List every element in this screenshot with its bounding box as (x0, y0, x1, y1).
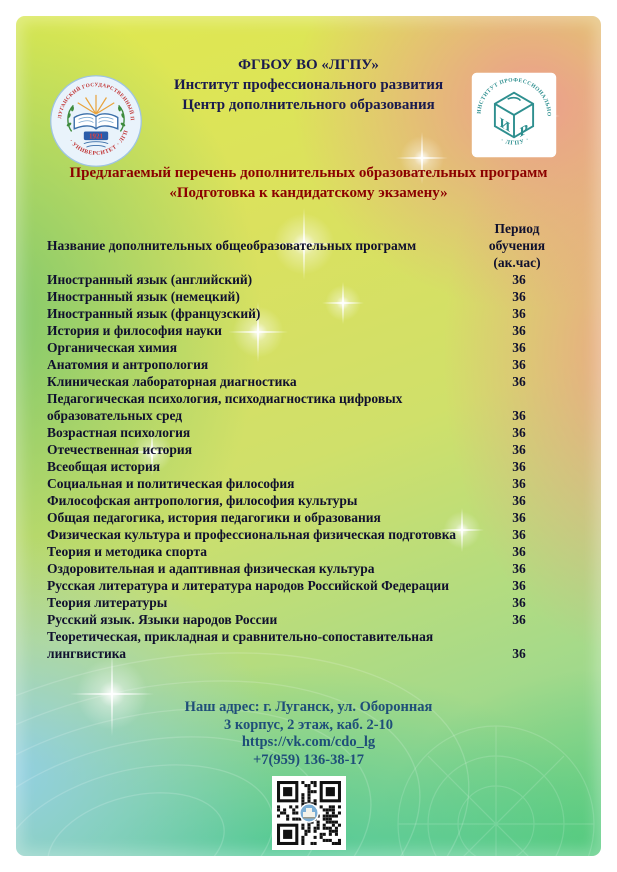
program-hours: 36 (512, 493, 526, 508)
program-name: Оздоровительная и адаптивная физическая … (47, 561, 375, 576)
contact-footer: Наш адрес: г. Луганск, ул. Оборонная 3 к… (0, 699, 617, 769)
year-banner: 1921 (83, 131, 109, 140)
program-name: Клиническая лабораторная диагностика (47, 374, 297, 389)
university-seal-logo: ЛУГАНСКИЙ ГОСУДАРСТВЕННЫЙ ПЕДАГОГИЧЕСКИЙ… (49, 74, 142, 167)
table-row: Теория и методика спорта 36 (47, 543, 549, 560)
program-hours: 36 (512, 476, 526, 491)
qr-code-canvas (276, 781, 341, 845)
program-hours: 36 (512, 306, 526, 321)
laurel-leaves-icon (66, 106, 126, 127)
program-hours: 36 (512, 357, 526, 372)
program-name: Возрастная психология (47, 425, 191, 440)
program-name: Всеобщая история (47, 459, 161, 474)
cube-letters: И Р (500, 115, 528, 141)
program-name: Общая педагогика, история педагогики и о… (47, 510, 381, 525)
table-row: Русский язык. Языки народов России 36 (47, 611, 549, 628)
program-hours: 36 (512, 340, 526, 355)
table-row: Анатомия и антропология 36 (47, 356, 549, 373)
table-row: Иностранный язык (французский) 36 (47, 305, 549, 322)
seal-waves-icon (83, 141, 109, 148)
program-hours: 36 (512, 544, 526, 559)
table-row: Теоретическая, прикладная и сравнительно… (47, 628, 549, 662)
org-header: ФГБОУ ВО «ЛГПУ» Институт профессионально… (0, 55, 617, 115)
table-row: Социальная и политическая философия 36 (47, 475, 549, 492)
program-name: Органическая химия (47, 340, 178, 355)
program-name: Теоретическая, прикладная и сравнительно… (47, 629, 434, 661)
table-header-name: Название дополнительных общеобразователь… (47, 238, 417, 253)
table-row: Отечественная история 36 (47, 441, 549, 458)
program-hours: 36 (512, 578, 526, 593)
table-header-row: Название дополнительных общеобразователь… (47, 220, 549, 271)
program-name: Социальная и политическая философия (47, 476, 295, 491)
table-row: История и философия науки 36 (47, 322, 549, 339)
program-hours: 36 (512, 561, 526, 576)
cube-monogram-icon (493, 91, 535, 139)
program-name: Философская антропология, философия куль… (47, 493, 358, 508)
program-heading: Предлагаемый перечень дополнительных обр… (8, 163, 609, 203)
program-hours: 36 (512, 527, 526, 542)
program-name: Иностранный язык (немецкий) (47, 289, 240, 304)
program-hours: 36 (512, 289, 526, 304)
table-row: Русская литература и литература народов … (47, 577, 549, 594)
table-header-period: Период обучения (ак.час) (488, 221, 546, 270)
footer-vk-link[interactable]: https://vk.com/cdo_lg (241, 734, 376, 750)
program-hours: 36 (512, 646, 526, 661)
qr-code (271, 776, 346, 850)
table-row: Иностранный язык (немецкий) 36 (47, 288, 549, 305)
program-hours: 36 (512, 510, 526, 525)
program-hours: 36 (512, 425, 526, 440)
program-hours: 36 (512, 595, 526, 610)
program-name: Иностранный язык (французский) (47, 306, 261, 321)
table-row: Физическая культура и профессиональная ф… (47, 526, 549, 543)
org-name: ФГБОУ ВО «ЛГПУ» (238, 57, 379, 73)
seal-year: 1921 (89, 132, 103, 140)
program-heading-line1: Предлагаемый перечень дополнительных обр… (69, 165, 548, 181)
program-hours: 36 (512, 408, 526, 423)
svg-text:И: И (500, 115, 511, 136)
table-row: Теория литературы 36 (47, 594, 549, 611)
program-name: Иностранный язык (английский) (47, 272, 253, 287)
svg-text:Р: Р (520, 121, 528, 141)
program-name: Русский язык. Языки народов России (47, 612, 278, 627)
programs-table: Название дополнительных общеобразователь… (47, 220, 549, 662)
program-hours: 36 (512, 612, 526, 627)
program-name: Теория и методика спорта (47, 544, 208, 559)
badge-rim-bottom-text: · ЛГПУ · (500, 136, 530, 146)
program-name: История и философия науки (47, 323, 222, 338)
program-name: Русская литература и литература народов … (47, 578, 449, 593)
program-name: Отечественная история (47, 442, 193, 457)
program-hours: 36 (512, 374, 526, 389)
program-hours: 36 (512, 323, 526, 338)
table-row: Всеобщая история 36 (47, 458, 549, 475)
table-row: Органическая химия 36 (47, 339, 549, 356)
program-hours: 36 (512, 442, 526, 457)
center-name: Центр дополнительного образования (182, 97, 435, 113)
program-heading-line2: «Подготовка к кандидатскому экзамену» (169, 185, 448, 201)
program-name: Физическая культура и профессиональная ф… (47, 527, 457, 542)
table-row: Оздоровительная и адаптивная физическая … (47, 560, 549, 577)
table-row: Иностранный язык (английский) 36 (47, 271, 549, 288)
footer-phone: +7(959) 136-38-17 (253, 751, 364, 768)
program-hours: 36 (512, 459, 526, 474)
table-row: Клиническая лабораторная диагностика 36 (47, 373, 549, 390)
program-hours: 36 (512, 272, 526, 287)
institute-badge-logo: ИНСТИТУТ ПРОФЕССИОНАЛЬНОГО РАЗВИТИЯ · ЛГ… (469, 72, 557, 158)
table-row: Педагогическая психология, психодиагност… (47, 390, 549, 424)
program-name: Педагогическая психология, психодиагност… (47, 391, 403, 423)
program-name: Анатомия и антропология (47, 357, 209, 372)
institute-name: Институт профессионального развития (173, 77, 444, 93)
table-row: Философская антропология, философия куль… (47, 492, 549, 509)
program-name: Теория литературы (47, 595, 168, 610)
seal-rays-icon (77, 94, 115, 115)
table-row: Возрастная психология 36 (47, 424, 549, 441)
program-rows: Иностранный язык (английский) 36 Иностранн… (47, 271, 549, 662)
table-row: Общая педагогика, история педагогики и о… (47, 509, 549, 526)
svg-text:· ЛГПУ ·: · ЛГПУ · (500, 136, 531, 146)
footer-building: 3 корпус, 2 этаж, каб. 2-10 (223, 716, 394, 733)
footer-address: Наш адрес: г. Луганск, ул. Оборонная (184, 699, 433, 715)
open-book-icon (73, 113, 119, 130)
